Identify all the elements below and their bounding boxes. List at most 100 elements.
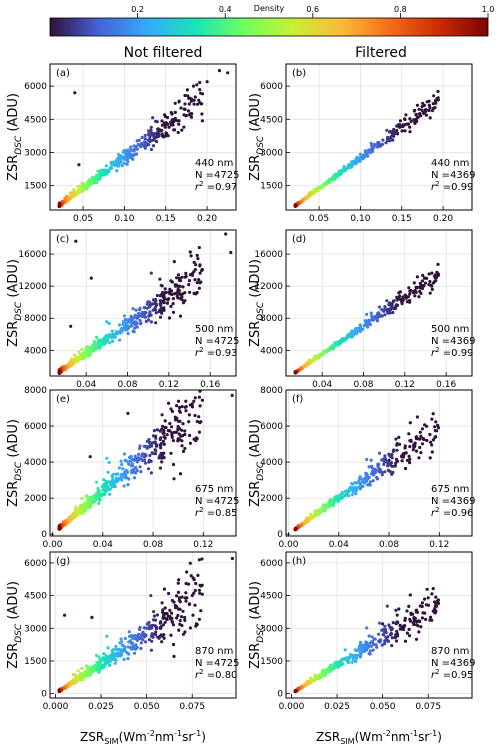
- y-tick-label: 2000: [260, 494, 283, 504]
- data-point: [194, 581, 198, 586]
- data-point: [142, 140, 146, 144]
- data-point: [176, 291, 180, 295]
- data-point: [353, 648, 357, 652]
- data-point: [419, 625, 423, 629]
- data-point: [380, 473, 384, 477]
- data-point: [398, 119, 402, 123]
- data-point: [370, 464, 374, 468]
- data-point: [405, 609, 409, 613]
- data-point: [197, 430, 201, 434]
- data-point: [91, 343, 95, 347]
- data-point: [170, 112, 174, 116]
- data-point: [313, 509, 317, 513]
- data-point: [184, 409, 188, 413]
- data-point: [170, 611, 174, 615]
- data-point: [376, 142, 380, 146]
- data-point: [184, 399, 188, 403]
- data-point: [104, 654, 108, 658]
- data-point: [425, 424, 429, 428]
- data-point: [92, 340, 97, 344]
- data-point: [192, 98, 196, 102]
- data-point: [414, 286, 418, 290]
- data-point: [415, 415, 419, 419]
- data-point: [430, 109, 434, 113]
- data-point: [155, 428, 159, 432]
- data-point: [408, 439, 412, 443]
- data-point: [424, 603, 428, 607]
- data-point: [161, 623, 165, 627]
- stat-n: N =4369: [431, 496, 476, 507]
- data-point: [119, 654, 123, 658]
- data-point: [130, 471, 134, 475]
- data-point: [63, 613, 67, 617]
- data-point: [185, 570, 189, 574]
- x-tick-label: 0.050: [134, 702, 160, 712]
- data-point: [180, 128, 184, 132]
- data-point: [105, 456, 109, 460]
- data-point: [428, 456, 432, 460]
- stat-r2: r2 =0.99: [431, 346, 473, 359]
- data-point: [430, 450, 434, 454]
- data-point: [131, 329, 135, 333]
- x-tick-label: 0.12: [395, 380, 415, 390]
- data-point: [74, 505, 78, 509]
- data-point: [192, 578, 196, 582]
- data-point: [80, 497, 84, 501]
- x-tick-label: 0.050: [370, 702, 396, 712]
- data-point: [150, 632, 154, 636]
- data-point: [161, 424, 165, 428]
- data-point: [394, 437, 398, 441]
- data-point: [171, 462, 176, 467]
- data-point: [401, 452, 405, 456]
- data-point: [170, 616, 174, 620]
- data-point: [175, 294, 179, 298]
- data-point: [138, 465, 142, 469]
- data-point: [435, 275, 439, 279]
- data-point: [197, 415, 201, 419]
- data-point: [180, 428, 184, 432]
- data-point: [187, 102, 191, 106]
- stat-wavelength: 870 nm: [431, 646, 469, 657]
- data-point: [408, 593, 412, 597]
- data-point: [79, 184, 83, 188]
- data-point: [414, 118, 418, 122]
- data-point: [375, 645, 379, 649]
- data-point: [86, 668, 90, 672]
- data-point: [74, 239, 78, 243]
- data-point: [384, 635, 388, 640]
- data-point: [125, 651, 129, 655]
- data-point: [293, 689, 297, 693]
- panel-frame: [49, 229, 237, 377]
- data-point: [419, 434, 423, 438]
- data-point: [193, 603, 197, 607]
- data-point: [184, 405, 188, 409]
- data-point: [433, 425, 437, 429]
- data-point: [146, 467, 151, 471]
- data-point: [153, 441, 157, 445]
- x-tick-label: 0.08: [379, 540, 399, 550]
- data-point: [57, 689, 61, 694]
- data-point: [430, 287, 434, 291]
- data-point: [401, 295, 405, 299]
- data-point: [107, 460, 111, 465]
- panel-letter: (a): [56, 68, 70, 79]
- x-tick-label: 0.04: [329, 540, 349, 550]
- data-point: [398, 623, 402, 628]
- data-point: [183, 93, 187, 98]
- data-point: [419, 291, 423, 295]
- data-point: [182, 107, 186, 111]
- y-tick-label: 4000: [24, 346, 47, 356]
- y-tick-label: 6000: [260, 559, 283, 569]
- data-point: [122, 657, 126, 662]
- data-point: [411, 621, 415, 625]
- data-point: [308, 676, 313, 680]
- data-point: [123, 458, 127, 462]
- data-point: [431, 587, 435, 591]
- data-point: [151, 144, 156, 148]
- data-point: [368, 480, 372, 484]
- data-point: [172, 292, 177, 296]
- data-point: [433, 435, 437, 440]
- y-tick-label: 8000: [260, 386, 283, 396]
- data-point: [358, 329, 362, 333]
